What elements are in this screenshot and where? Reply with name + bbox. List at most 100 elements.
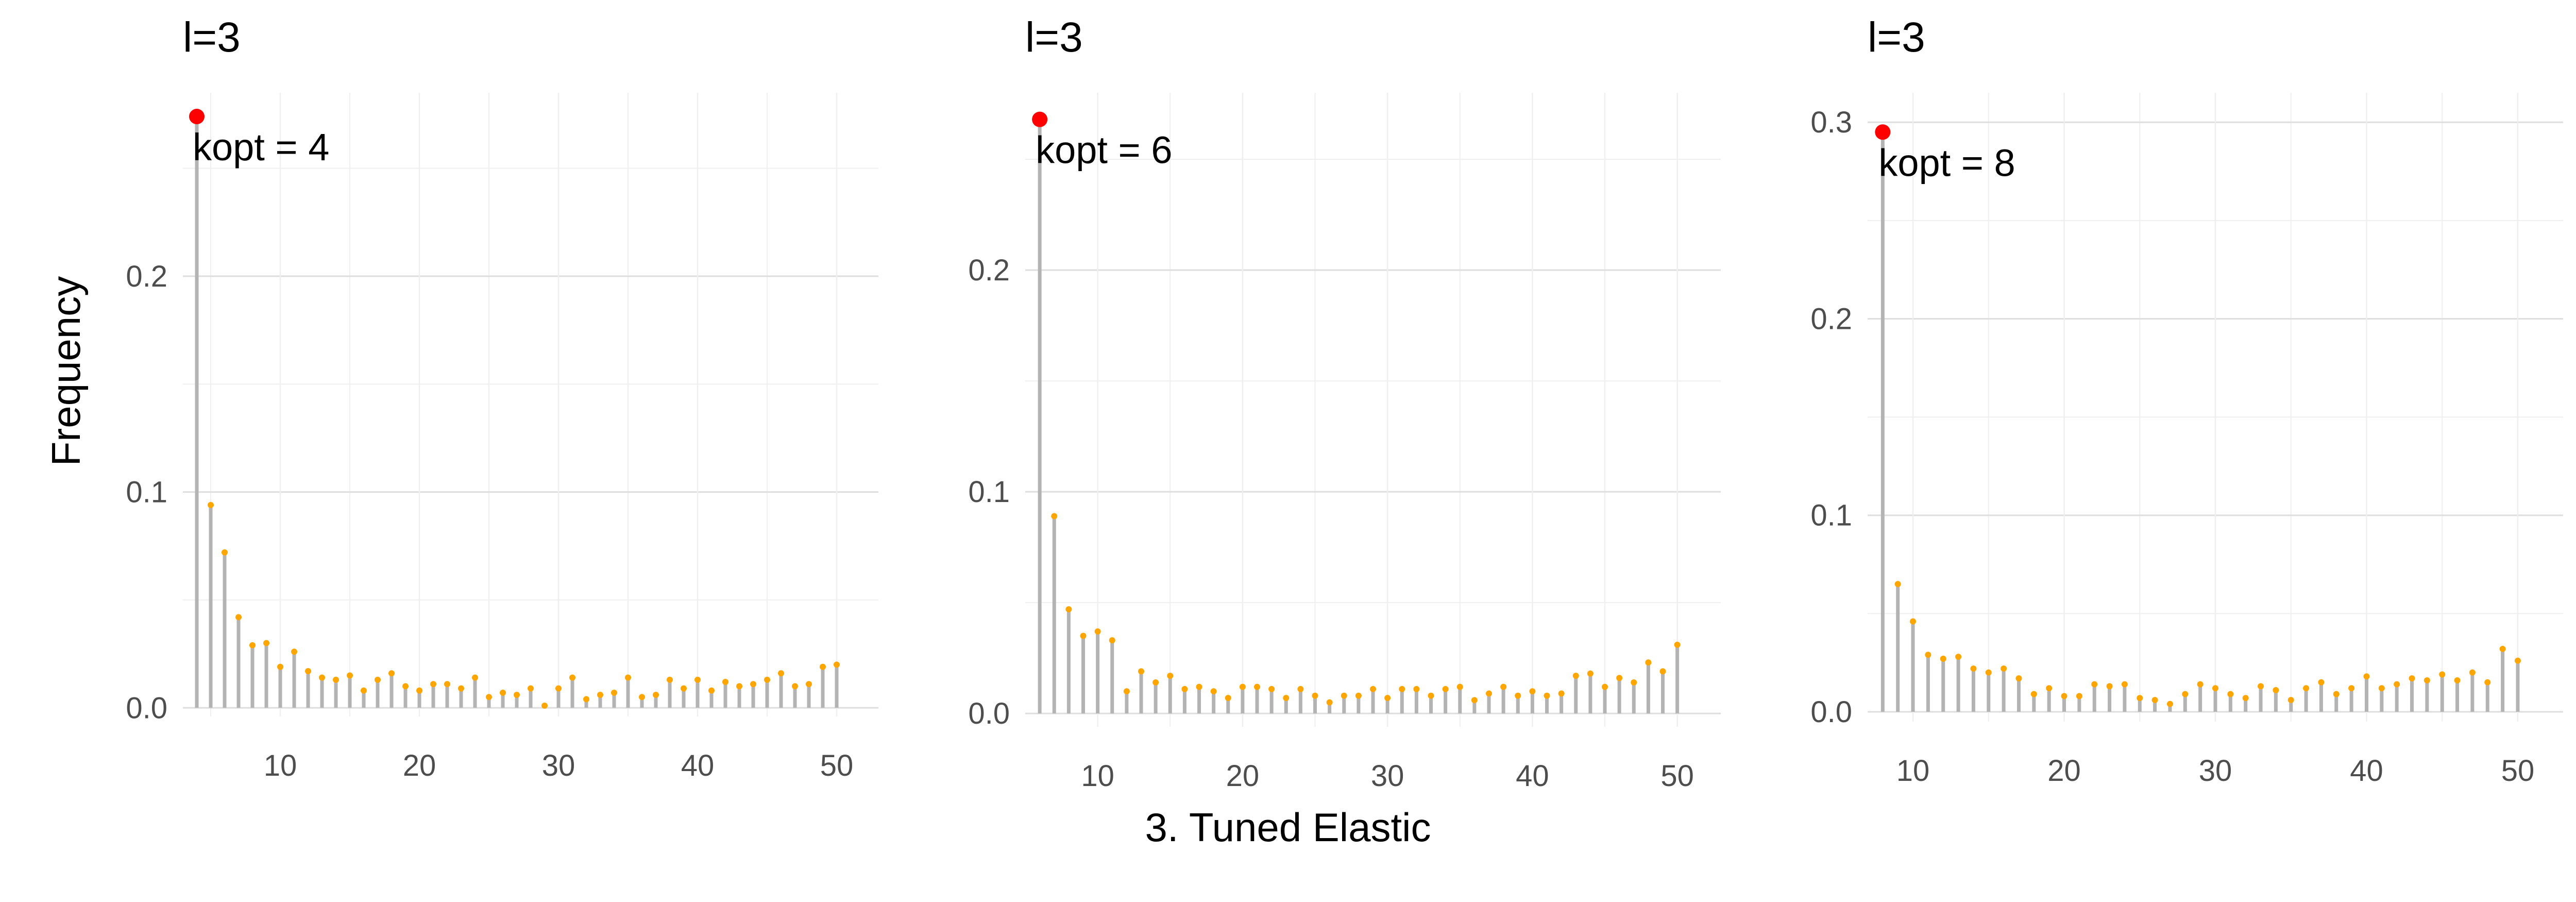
lollipop-point: [277, 663, 283, 670]
lollipop-point: [1123, 688, 1130, 695]
lollipop-point: [806, 681, 812, 688]
lollipop-point: [2363, 673, 2370, 680]
y-tick-label: 0.0: [968, 697, 1010, 730]
y-axis-title-svg: Frequency: [43, 276, 89, 466]
lollipop-point: [2151, 697, 2158, 704]
lollipop-point: [528, 685, 534, 692]
lollipop-point: [2076, 693, 2082, 699]
lollipop-point: [611, 689, 617, 696]
lollipop-point: [1225, 695, 1231, 701]
lollipop-point: [2001, 665, 2007, 672]
lollipop-point: [305, 668, 311, 675]
lollipop-point: [555, 685, 562, 692]
lollipop-point: [1153, 679, 1159, 686]
lollipop-point: [1181, 686, 1188, 692]
kopt-annotation: kopt = 8: [1878, 141, 2015, 184]
lollipop-point: [1413, 686, 1420, 692]
lollipop-point: [1109, 637, 1115, 644]
lollipop-point: [1051, 513, 1058, 520]
y-tick-label: 0.2: [968, 254, 1010, 287]
lollipop-point: [2318, 679, 2325, 686]
y-axis-title: Frequency: [43, 276, 89, 466]
lollipop-point: [430, 681, 436, 688]
lollipop-point: [722, 679, 728, 686]
lollipop-point: [208, 502, 214, 508]
x-tick-label: 50: [1660, 759, 1694, 793]
y-axis-title-container: Frequency: [31, 276, 134, 466]
lollipop-point: [2242, 695, 2249, 701]
kopt-highlight-point: [189, 109, 205, 125]
lollipop-point: [1500, 683, 1507, 690]
lollipop-point: [1312, 692, 1318, 699]
lollipop-point: [736, 683, 742, 690]
lollipop-point: [2046, 685, 2053, 692]
lollipop-point: [235, 614, 242, 621]
kopt-annotation: kopt = 4: [193, 126, 329, 169]
lollipop-point: [1955, 654, 1962, 660]
lollipop-point: [1297, 686, 1304, 692]
lollipop-point: [625, 674, 631, 681]
lollipop-point: [1254, 683, 1260, 690]
lollipop-point: [333, 676, 339, 683]
lollipop-point: [416, 687, 422, 694]
lollipop-point: [2106, 683, 2113, 690]
kopt-annotation: kopt = 6: [1036, 129, 1172, 172]
chart-panel-1: 0.0 0.1 0.2 10 20 30 40 50 kopt = 4 l=3: [126, 14, 878, 782]
lollipop-point: [2273, 687, 2279, 693]
lollipop-point: [778, 670, 784, 677]
lollipop-point: [1370, 686, 1376, 692]
x-tick-label: 40: [2350, 754, 2383, 788]
lollipop-point: [347, 672, 353, 679]
x-tick-label: 40: [1516, 759, 1549, 793]
x-tick-label: 30: [2199, 754, 2232, 788]
lollipop-point: [597, 692, 603, 698]
lollipop-point: [1910, 618, 1917, 625]
lollipop-point: [1471, 697, 1478, 704]
lollipop-point: [834, 661, 840, 668]
lollipop-point: [1384, 695, 1391, 701]
lollipop-point: [1587, 670, 1594, 677]
lollipop-point: [2212, 685, 2218, 692]
panel-title: l=3: [1025, 14, 1083, 61]
lollipop-point: [1529, 688, 1536, 695]
panel-title: l=3: [183, 14, 241, 61]
lollipop-point: [681, 685, 687, 692]
lollipop-point: [1602, 683, 1608, 690]
lollipop-point: [1572, 673, 1579, 679]
lollipop-point: [1341, 692, 1347, 699]
lollipop-point: [1616, 675, 1623, 681]
lollipop-point: [1196, 683, 1202, 690]
lollipop-point: [249, 642, 256, 648]
x-tick-label: 30: [542, 749, 575, 782]
lollipop-point: [1283, 695, 1290, 701]
lollipop-point: [792, 683, 798, 690]
lollipop-point: [1399, 686, 1405, 692]
y-tick-label: 0.3: [1810, 106, 1852, 139]
lollipop-point: [2409, 675, 2415, 682]
lollipop-point: [2015, 675, 2022, 682]
lollipop-point: [1326, 699, 1333, 706]
lollipop-point: [2227, 691, 2234, 697]
lollipop-point: [1456, 683, 1463, 690]
lollipop-point: [2394, 681, 2400, 688]
lollipop-point: [1210, 688, 1217, 695]
lollipop-point: [361, 687, 367, 694]
lollipop-point: [653, 692, 659, 698]
lollipop-point: [1558, 690, 1565, 697]
lollipop-point: [514, 692, 520, 698]
y-tick-label: 0.2: [1810, 302, 1852, 336]
lollipop-point: [708, 687, 715, 694]
chart-panel-3: 0.0 0.1 0.2 0.3 10 20 30 40 50 kopt = 8 l=3: [1810, 14, 2563, 788]
lollipop-point: [444, 681, 450, 688]
lollipop-point: [2484, 679, 2491, 686]
lollipop-point: [2287, 697, 2294, 704]
lollipop-point: [1442, 686, 1449, 692]
x-tick-label: 20: [2047, 754, 2081, 788]
y-tick-label: 0.1: [1810, 499, 1852, 532]
chart-panel-2: 0.0 0.1 0.2 10 20 30 40 50 kopt = 6 l=3: [968, 14, 1721, 793]
lollipop-point: [1138, 668, 1144, 675]
lollipop-point: [2258, 683, 2264, 690]
lollipop-point: [1659, 668, 1666, 675]
lollipop-point: [1065, 606, 1072, 613]
